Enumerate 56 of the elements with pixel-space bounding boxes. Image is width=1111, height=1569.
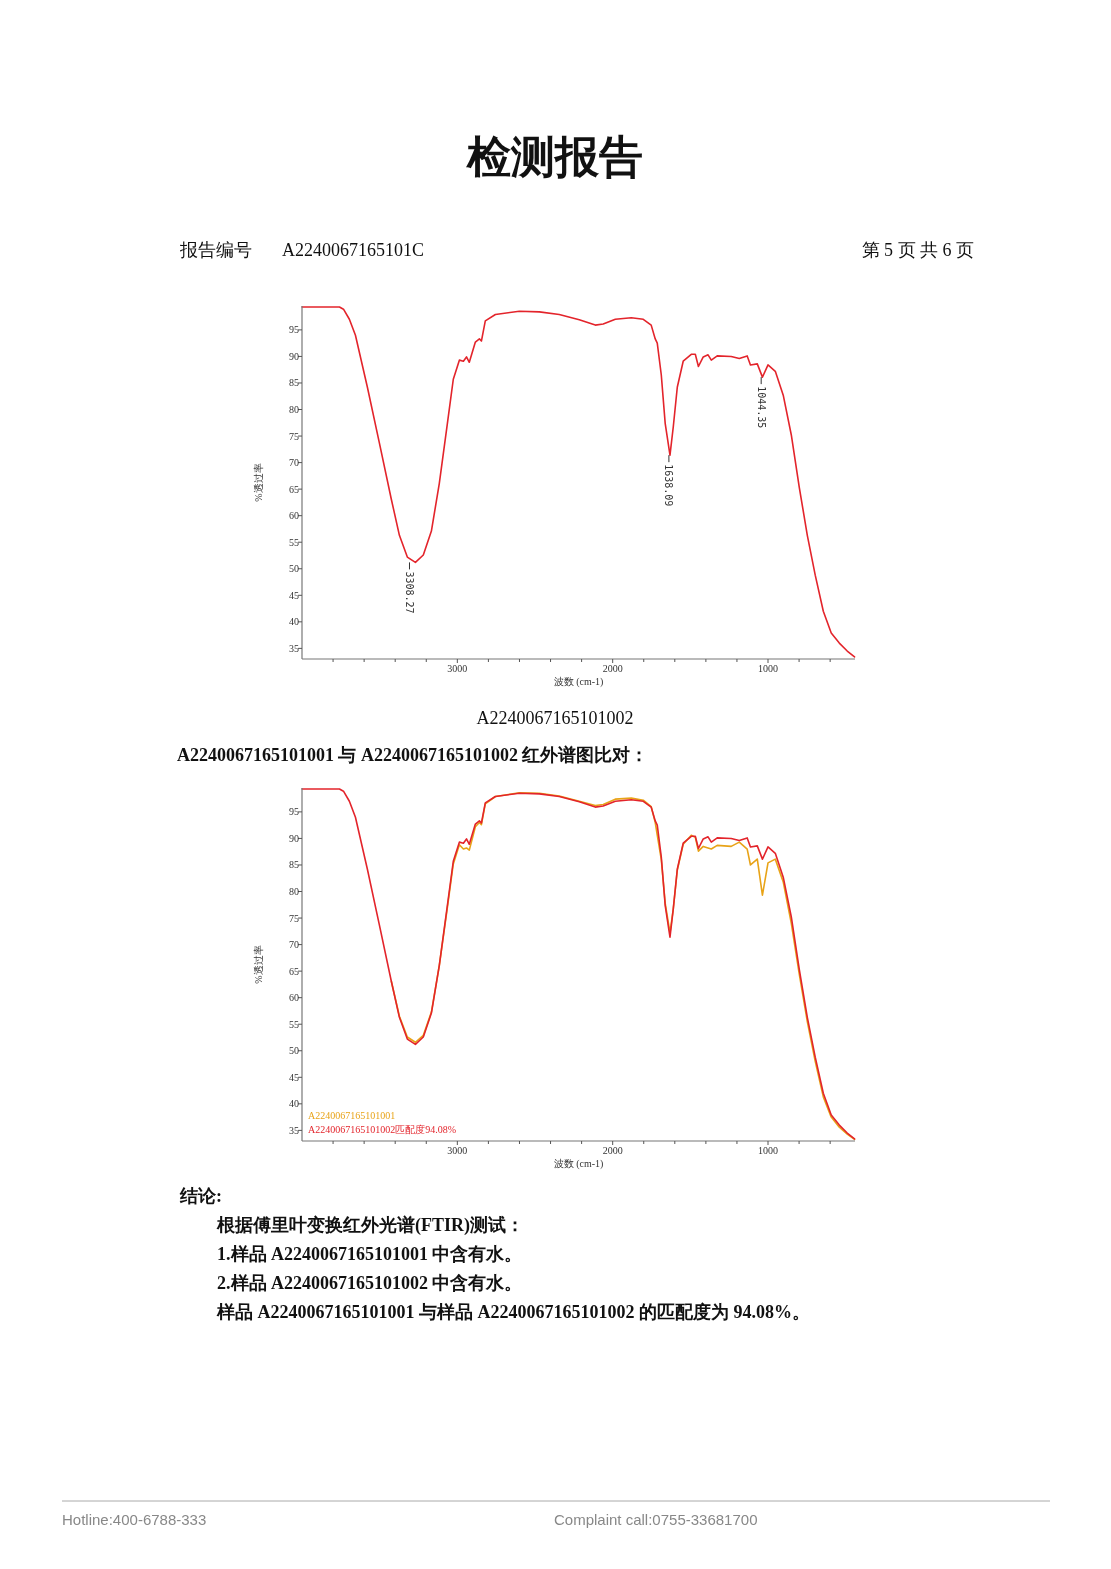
- y-axis-title: %透过率: [253, 945, 264, 984]
- x-tick-label: 3000: [447, 663, 468, 674]
- y-tick-label: 70: [289, 939, 299, 951]
- y-tick-label: 55: [289, 536, 299, 548]
- y-tick-label: 95: [289, 806, 299, 818]
- y-tick-label: 40: [289, 616, 299, 628]
- y-tick-label: 75: [289, 912, 299, 924]
- y-tick-label: 65: [289, 483, 299, 495]
- text: 样品 A2240067165101001 与样品 A2240067165101002 的匹配度为 94.08%。: [216, 1302, 810, 1322]
- x-tick-label: 2000: [602, 663, 623, 674]
- y-tick-label: 35: [289, 1124, 299, 1136]
- y-tick-label: 40: [289, 1098, 299, 1110]
- y-tick-label: 55: [289, 1018, 299, 1030]
- x-tick-label: 1000: [758, 663, 779, 674]
- chart-title: A2240067165101001 与 A2240067165101002 红外谱图比对：: [177, 745, 649, 765]
- x-tick-label: 3000: [447, 1145, 468, 1156]
- text: Complaint call:0755-33681700: [554, 1511, 758, 1528]
- text: A2240067165101C: [282, 240, 425, 260]
- text: Hotline:400-6788-333: [62, 1511, 207, 1528]
- y-tick-label: 95: [289, 324, 299, 336]
- y-tick-label: 70: [289, 457, 299, 469]
- text: 根据傅里叶变换红外光谱(FTIR)测试：: [216, 1215, 524, 1236]
- x-tick-label: 2000: [602, 1145, 623, 1156]
- text: 第 5 页 共 6 页: [861, 240, 974, 260]
- text: 报告编号: [179, 240, 252, 260]
- y-axis-title: %透过率: [253, 463, 264, 502]
- y-tick-label: 45: [289, 1071, 299, 1083]
- text: A2240067165101002: [476, 708, 634, 728]
- chart-title: 检测报告: [465, 133, 643, 182]
- text: 结论:: [179, 1186, 222, 1206]
- x-axis-title: 波数 (cm-1): [553, 1158, 604, 1170]
- annotation: 1044.35: [755, 386, 767, 429]
- y-tick-label: 35: [289, 642, 299, 654]
- y-tick-label: 60: [289, 992, 299, 1004]
- y-tick-label: 80: [289, 404, 299, 416]
- y-tick-label: 85: [289, 377, 299, 389]
- text: 2.样品 A2240067165101002 中含有水。: [217, 1273, 523, 1293]
- y-tick-label: 75: [289, 430, 299, 442]
- y-tick-label: 60: [289, 510, 299, 522]
- y-tick-label: 80: [289, 886, 299, 898]
- y-tick-label: 45: [289, 589, 299, 601]
- text: 1.样品 A2240067165101001 中含有水。: [217, 1244, 523, 1264]
- line-series: [301, 306, 856, 658]
- x-axis-title: 波数 (cm-1): [553, 676, 604, 688]
- text: A2240067165101002匹配度94.08%: [308, 1124, 457, 1135]
- y-tick-label: 90: [289, 350, 299, 362]
- x-tick-label: 1000: [758, 1145, 779, 1156]
- y-tick-label: 50: [289, 1045, 299, 1057]
- annotation: 3308.27: [403, 571, 415, 614]
- annotation: 1638.09: [663, 464, 675, 507]
- y-tick-label: 50: [289, 563, 299, 575]
- y-tick-label: 85: [289, 859, 299, 871]
- y-tick-label: 65: [289, 965, 299, 977]
- text: A2240067165101001: [308, 1110, 396, 1121]
- line-series: [301, 788, 856, 1140]
- y-tick-label: 90: [289, 832, 299, 844]
